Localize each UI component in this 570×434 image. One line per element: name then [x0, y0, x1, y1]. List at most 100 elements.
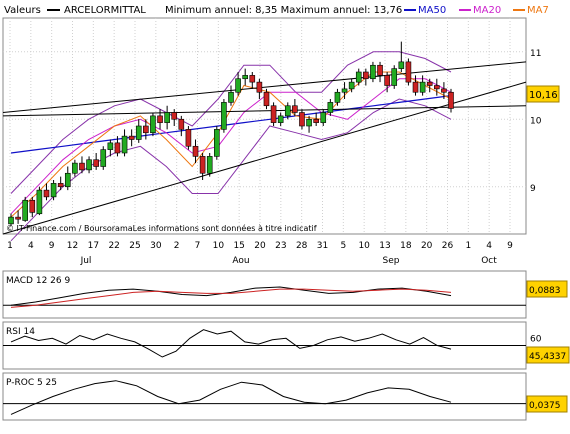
candle-body — [363, 71, 369, 80]
x-tick-label: 9 — [49, 241, 55, 251]
candle-body — [313, 118, 319, 123]
candle-body — [242, 75, 248, 80]
macd-series-line — [10, 286, 452, 306]
proc-value: 0,0375 — [529, 401, 561, 411]
ma7-legend-label: MA7 — [527, 5, 549, 16]
rsi-title: RSI 14 — [6, 327, 35, 337]
candle-body — [270, 105, 277, 123]
candle-body — [206, 156, 213, 174]
candle-body — [178, 118, 185, 130]
macd-value-box — [526, 280, 568, 298]
rsi-series-line — [10, 329, 452, 358]
candle-body — [157, 115, 163, 123]
x-tick-label: 25 — [129, 241, 140, 251]
values-label: Valeurs — [4, 5, 41, 16]
x-tick-label: 1 — [7, 241, 13, 251]
candle-body — [434, 85, 440, 90]
candle-body — [320, 112, 327, 123]
y-tick-label: 9 — [530, 184, 536, 194]
candle-body — [355, 71, 362, 83]
proc-panel-frame — [2, 372, 527, 421]
candle-body — [391, 68, 398, 86]
proc-series-line — [10, 380, 452, 415]
candle-body — [29, 199, 36, 213]
candle-body — [441, 88, 447, 93]
candle-body — [121, 135, 128, 154]
candle-body — [228, 91, 234, 103]
month-label: Jul — [80, 256, 92, 266]
x-tick-label: 4 — [486, 241, 492, 251]
x-tick-label: 28 — [296, 241, 308, 251]
candle-body — [8, 216, 14, 225]
candle-body — [341, 88, 348, 93]
price-value: 10,16 — [529, 90, 558, 101]
candle-body — [348, 81, 355, 90]
candle-body — [185, 129, 192, 147]
ma50-legend-label: MA50 — [418, 5, 446, 16]
candle-body — [100, 149, 107, 167]
candle-body — [43, 189, 50, 198]
annual-range: Minimum annuel: 8,35 Maximum annuel: 13,… — [165, 5, 402, 16]
data-credit: © IT-Finance.com / BoursoramaLes informa… — [6, 223, 317, 233]
candle-body — [199, 156, 206, 174]
x-tick-label: 31 — [317, 241, 328, 251]
macd-panel-frame — [2, 270, 527, 319]
price-value-box — [526, 85, 560, 103]
candle-body — [299, 112, 305, 127]
x-tick-label: 10 — [213, 241, 225, 251]
macd-value: 0,0883 — [529, 286, 561, 296]
month-label: Sep — [383, 256, 400, 266]
y-tick-label: 11 — [530, 49, 541, 59]
x-tick-label: 13 — [379, 241, 390, 251]
candle-body — [135, 125, 142, 140]
x-tick-label: 26 — [442, 241, 454, 251]
x-tick-label: 17 — [88, 241, 99, 251]
macd-series-line — [10, 288, 452, 308]
x-tick-label: 12 — [67, 241, 78, 251]
candle-body — [72, 162, 78, 174]
x-tick-label: 5 — [340, 241, 346, 251]
x-tick-label: 2 — [174, 241, 180, 251]
candle-body — [384, 75, 390, 86]
trendline — [2, 105, 527, 117]
stock-name: ARCELORMITTAL — [64, 5, 146, 16]
candle-body — [370, 64, 376, 80]
ma20-legend-label: MA20 — [473, 5, 501, 16]
month-label: Oct — [481, 256, 497, 266]
price-panel-frame — [2, 17, 527, 235]
candle-body — [57, 183, 64, 188]
candle-body — [143, 125, 149, 134]
candle-body — [419, 81, 426, 93]
proc-value-box — [526, 395, 568, 413]
candle-body — [377, 64, 383, 76]
candle-body — [235, 78, 241, 93]
candle-body — [86, 159, 92, 171]
candle-body — [334, 91, 341, 103]
candle-body — [15, 216, 21, 220]
x-tick-label: 7 — [195, 241, 201, 251]
x-tick-label: 10 — [358, 241, 370, 251]
x-tick-label: 20 — [254, 241, 266, 251]
trendline — [2, 61, 527, 113]
month-label: Aou — [232, 256, 249, 266]
candle-body — [263, 91, 270, 107]
rsi-value: 45,4337 — [529, 352, 566, 362]
candle-body — [171, 112, 178, 120]
candle-body — [79, 162, 85, 171]
x-tick-label: 22 — [108, 241, 119, 251]
candle-body — [292, 105, 298, 113]
candle-body — [277, 115, 284, 123]
candle-body — [50, 183, 57, 198]
x-tick-label: 15 — [233, 241, 244, 251]
candle-body — [412, 81, 419, 93]
candle-body — [327, 102, 334, 113]
x-tick-label: 18 — [400, 241, 412, 251]
x-tick-label: 30 — [150, 241, 162, 251]
candle-body — [426, 81, 433, 86]
candle-body — [448, 91, 454, 109]
candle-body — [64, 172, 71, 188]
x-tick-label: 4 — [28, 241, 34, 251]
x-tick-label: 1 — [465, 241, 471, 251]
